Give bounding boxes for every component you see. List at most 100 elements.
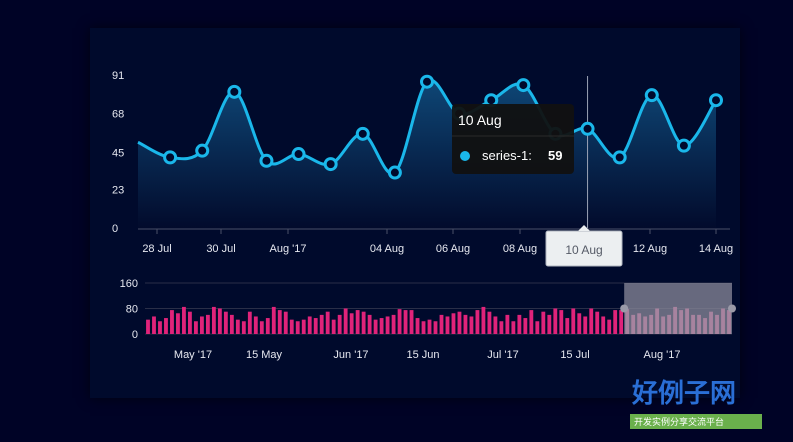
x-axis-tooltip-label: 10 Aug [565,243,602,257]
brush-selection[interactable] [624,283,732,334]
brush-bar [553,308,558,334]
brush-bar [253,316,258,334]
brush-chart[interactable]: 160 80 0 May '17 15 May Jun '17 15 Jun Jul '17… [120,278,736,361]
brush-bar [577,313,582,334]
data-point[interactable] [195,143,210,158]
data-point[interactable] [420,74,434,89]
brush-bar [158,321,162,334]
brush-bar [391,314,396,334]
brush-bar [313,318,318,334]
brush-bar [211,306,216,334]
brush-bar [205,314,210,334]
brush-bar [271,306,276,334]
brush-x-tick-label: May '17 [174,349,212,361]
brush-bar [277,310,282,334]
watermark-title: 好例子网 [631,379,736,409]
brush-bar [523,318,528,334]
data-point[interactable] [676,138,691,153]
brush-bar [409,310,414,334]
brush-bar [499,321,504,334]
y-tick-label: 23 [112,184,124,196]
brush-bar [319,314,324,334]
brush-bar [403,310,408,334]
brush-bar [176,313,180,334]
tooltip: 10 Aug series-1: 59 [452,104,574,174]
y-tick-label: 0 [112,223,118,235]
data-point[interactable] [612,150,627,165]
brush-bar [439,314,444,334]
brush-bar [613,310,618,334]
brush-bar [325,311,330,334]
chart-card: 91 68 45 23 0 28 Jul 30 Jul Aug '17 04 Aug 06 Au… [90,28,740,398]
brush-x-tick-label: 15 Jun [406,349,439,361]
watermark-subtitle-bg [630,414,762,429]
watermark-subtitle: 开发实例分享交流平台 [634,416,724,427]
brush-bar [193,321,198,334]
brush-bar [307,316,312,334]
data-point[interactable] [709,93,723,108]
data-point[interactable] [259,153,274,168]
brush-bar [223,311,228,334]
y-tick-label: 45 [112,147,124,159]
x-tick-label: 30 Jul [206,243,235,255]
tooltip-series-label: series-1: [482,148,532,163]
brush-bar [619,310,624,334]
brush-bar [529,310,534,334]
brush-bar [247,311,252,334]
tooltip-background [452,104,574,174]
x-tick-label: 14 Aug [699,243,733,255]
brush-bar [541,311,546,334]
x-tick-label: 06 Aug [436,243,470,255]
data-point[interactable] [516,78,531,93]
y-tick-label: 91 [112,70,124,82]
brush-handle-left[interactable] [620,304,629,313]
brush-bar [571,308,576,334]
brush-x-tick-label: Aug '17 [644,349,681,361]
data-point[interactable] [323,157,338,172]
data-point[interactable] [291,147,306,162]
brush-bar [146,319,150,334]
data-point[interactable] [163,150,178,165]
brush-bar [331,319,336,334]
brush-bar [229,314,234,334]
series-1-area [138,80,716,228]
brush-bar [188,311,192,334]
tooltip-value: 59 [548,148,562,163]
brush-x-tick-label: 15 May [246,349,283,361]
watermark: 好例子网 开发实例分享交流平台 [630,379,762,429]
brush-bar [607,319,612,334]
brush-bar [259,321,264,334]
brush-bar [217,308,222,334]
data-point[interactable] [644,88,659,103]
brush-bar [517,314,522,334]
brush-bar [355,310,360,334]
brush-bar [547,314,552,334]
brush-bar [433,321,438,334]
brush-bar [601,316,606,334]
brush-bar [481,306,486,334]
brush-bar [385,316,390,334]
x-axis-tooltip: 10 Aug [545,225,623,267]
brush-bar [164,318,168,334]
brush-bar [349,313,354,334]
tooltip-title: 10 Aug [458,112,502,128]
brush-bar [241,321,246,334]
x-tick-label: 04 Aug [370,243,404,255]
brush-bar [487,311,492,334]
brush-bar [493,316,498,334]
data-point[interactable] [227,84,242,99]
tooltip-series-marker [460,151,470,161]
brush-bar [511,321,516,334]
brush-bar [427,319,432,334]
brush-bar [361,311,366,334]
brush-handle-right[interactable] [728,304,736,313]
main-chart[interactable]: 91 68 45 23 0 28 Jul 30 Jul Aug '17 04 Aug 06 Au… [90,28,740,398]
x-tick-label: 08 Aug [503,243,537,255]
brush-bar [373,319,378,334]
brush-x-tick-label: 15 Jul [560,349,589,361]
data-point[interactable] [355,126,370,141]
brush-bar [295,321,300,334]
data-point[interactable] [387,165,402,180]
data-point[interactable] [580,121,595,136]
brush-bar [445,316,450,334]
